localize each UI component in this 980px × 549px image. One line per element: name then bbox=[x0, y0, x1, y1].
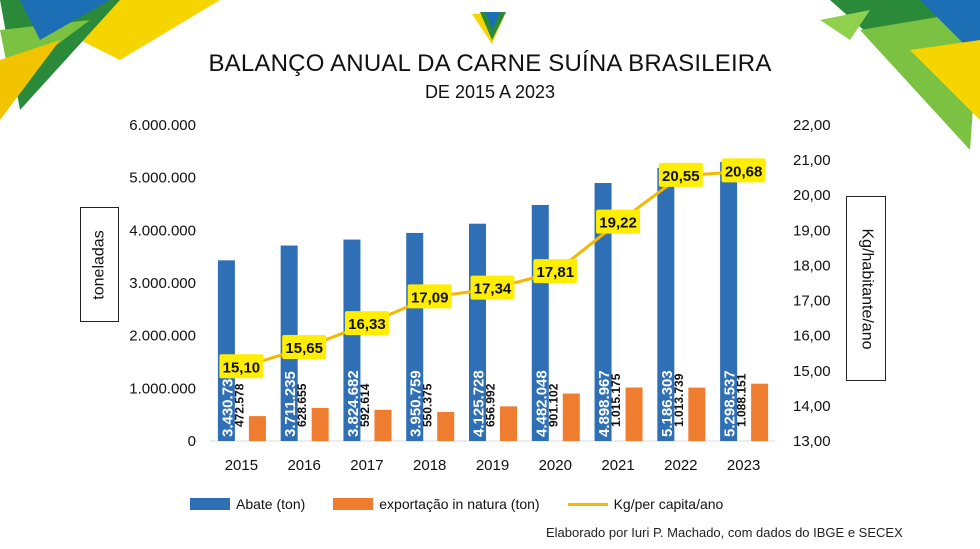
data-label-exportacao: 656.992 bbox=[484, 383, 498, 427]
bar-exportacao bbox=[311, 407, 329, 441]
bar-abate bbox=[594, 182, 612, 441]
data-label-per-capita: 17,09 bbox=[411, 289, 449, 306]
y-axis-label-left: toneladas bbox=[80, 207, 119, 322]
legend-label-per-capita: Kg/per capita/ano bbox=[613, 496, 724, 512]
data-label-box-per-capita bbox=[470, 275, 515, 300]
x-tick-label: 2018 bbox=[413, 457, 446, 474]
y-tick-label-right: 20,00 bbox=[793, 187, 831, 204]
chart-title: BALANÇO ANUAL DA CARNE SUÍNA BRASILEIRA bbox=[208, 50, 772, 77]
bar-abate bbox=[657, 167, 675, 441]
y-tick-label-right: 21,00 bbox=[793, 152, 831, 169]
data-label-exportacao: 1.013.739 bbox=[672, 373, 686, 427]
legend-label-abate: Abate (ton) bbox=[236, 496, 306, 512]
data-label-abate: 3.711.235 bbox=[282, 371, 299, 437]
bar-abate bbox=[217, 260, 235, 441]
data-label-box-per-capita bbox=[596, 209, 641, 234]
bar-exportacao bbox=[248, 416, 266, 441]
data-label-exportacao: 592.614 bbox=[358, 383, 372, 427]
data-label-per-capita: 17,81 bbox=[537, 264, 575, 281]
decoration-top-left bbox=[0, 0, 220, 120]
y-tick-label-left: 2.000.000 bbox=[129, 328, 196, 345]
data-label-per-capita: 20,68 bbox=[725, 163, 763, 180]
data-label-exportacao: 472.578 bbox=[232, 383, 246, 427]
data-label-exportacao: 1.088.151 bbox=[735, 373, 749, 427]
data-label-exportacao: 628.655 bbox=[295, 383, 309, 427]
y-tick-label-right: 13,00 bbox=[793, 433, 831, 450]
y-tick-label-left: 4.000.000 bbox=[129, 222, 196, 239]
bar-exportacao bbox=[751, 383, 769, 441]
y-tick-label-left: 3.000.000 bbox=[129, 275, 196, 292]
data-label-per-capita: 20,55 bbox=[662, 168, 700, 185]
data-label-abate: 4.125.728 bbox=[471, 370, 488, 437]
data-label-exportacao: 550.375 bbox=[421, 383, 435, 427]
logo-icon bbox=[472, 12, 506, 44]
y-tick-label-left: 1.000.000 bbox=[129, 380, 196, 397]
data-label-exportacao: 1.015.175 bbox=[609, 373, 623, 427]
decoration-top-right bbox=[820, 0, 980, 150]
data-label-per-capita: 15,10 bbox=[223, 359, 261, 376]
y-tick-label-right: 18,00 bbox=[793, 257, 831, 274]
data-label-exportacao: 901.102 bbox=[546, 383, 560, 427]
bar-abate bbox=[343, 239, 361, 441]
data-label-box-per-capita bbox=[282, 334, 327, 359]
data-label-abate: 3.950.759 bbox=[408, 370, 425, 437]
x-tick-label: 2017 bbox=[350, 457, 383, 474]
bar-abate bbox=[720, 161, 738, 441]
legend-swatch-exportacao bbox=[333, 498, 374, 510]
y-tick-label-left: 0 bbox=[188, 433, 196, 450]
y-tick-label-right: 14,00 bbox=[793, 398, 831, 415]
bar-exportacao bbox=[562, 393, 580, 441]
source-credit: Elaborado por Iuri P. Machado, com dados… bbox=[546, 525, 903, 540]
legend-swatch-abate bbox=[190, 498, 230, 510]
y-tick-label-right: 19,00 bbox=[793, 222, 831, 239]
x-tick-label: 2015 bbox=[225, 457, 258, 474]
data-label-abate: 5.298.537 bbox=[722, 370, 739, 437]
data-label-box-per-capita bbox=[344, 311, 389, 336]
y-tick-label-right: 22,00 bbox=[793, 117, 831, 134]
x-tick-label: 2019 bbox=[476, 457, 509, 474]
data-label-abate: 4.898.967 bbox=[596, 370, 613, 437]
legend-item-abate: Abate (ton) bbox=[190, 496, 305, 512]
bar-exportacao bbox=[500, 406, 517, 441]
data-label-box-per-capita bbox=[219, 354, 264, 379]
data-label-per-capita: 17,34 bbox=[474, 281, 512, 298]
bar-exportacao bbox=[688, 387, 706, 441]
data-label-per-capita: 16,33 bbox=[348, 316, 386, 333]
bar-exportacao bbox=[625, 387, 643, 441]
x-tick-label: 2023 bbox=[727, 457, 760, 474]
legend-item-per-capita: Kg/per capita/ano bbox=[567, 496, 724, 512]
bar-exportacao bbox=[374, 409, 392, 441]
y-tick-label-right: 15,00 bbox=[793, 363, 831, 380]
data-label-abate: 3.824.682 bbox=[345, 370, 362, 437]
legend-label-exportacao: exportação in natura (ton) bbox=[379, 496, 540, 512]
data-label-abate: 4.482.048 bbox=[533, 370, 550, 437]
bar-exportacao bbox=[437, 412, 455, 441]
legend: Abate (ton) exportação in natura (ton) K… bbox=[190, 494, 751, 514]
y-axis-label-right: Kg/habitante/ano bbox=[846, 196, 886, 381]
x-tick-label: 2022 bbox=[664, 457, 697, 474]
data-label-abate: 3.430.734 bbox=[219, 370, 236, 437]
data-label-per-capita: 19,22 bbox=[599, 215, 637, 232]
data-label-abate: 5.186.303 bbox=[659, 370, 676, 437]
x-tick-label: 2016 bbox=[287, 457, 320, 474]
y-tick-label-right: 16,00 bbox=[793, 328, 831, 345]
chart-subtitle: DE 2015 A 2023 bbox=[424, 82, 556, 102]
data-label-box-per-capita bbox=[407, 284, 452, 309]
x-tick-label: 2021 bbox=[601, 457, 634, 474]
data-label-box-per-capita bbox=[533, 259, 578, 284]
data-label-per-capita: 15,65 bbox=[285, 340, 323, 357]
legend-swatch-per-capita bbox=[567, 502, 608, 506]
y-tick-label-right: 17,00 bbox=[793, 293, 831, 310]
y-tick-label-left: 5.000.000 bbox=[129, 170, 196, 187]
x-tick-label: 2020 bbox=[539, 457, 572, 474]
data-label-box-per-capita bbox=[658, 162, 703, 187]
legend-item-exportacao: exportação in natura (ton) bbox=[333, 496, 540, 512]
data-label-box-per-capita bbox=[721, 158, 766, 183]
y-tick-label-left: 6.000.000 bbox=[129, 117, 196, 134]
